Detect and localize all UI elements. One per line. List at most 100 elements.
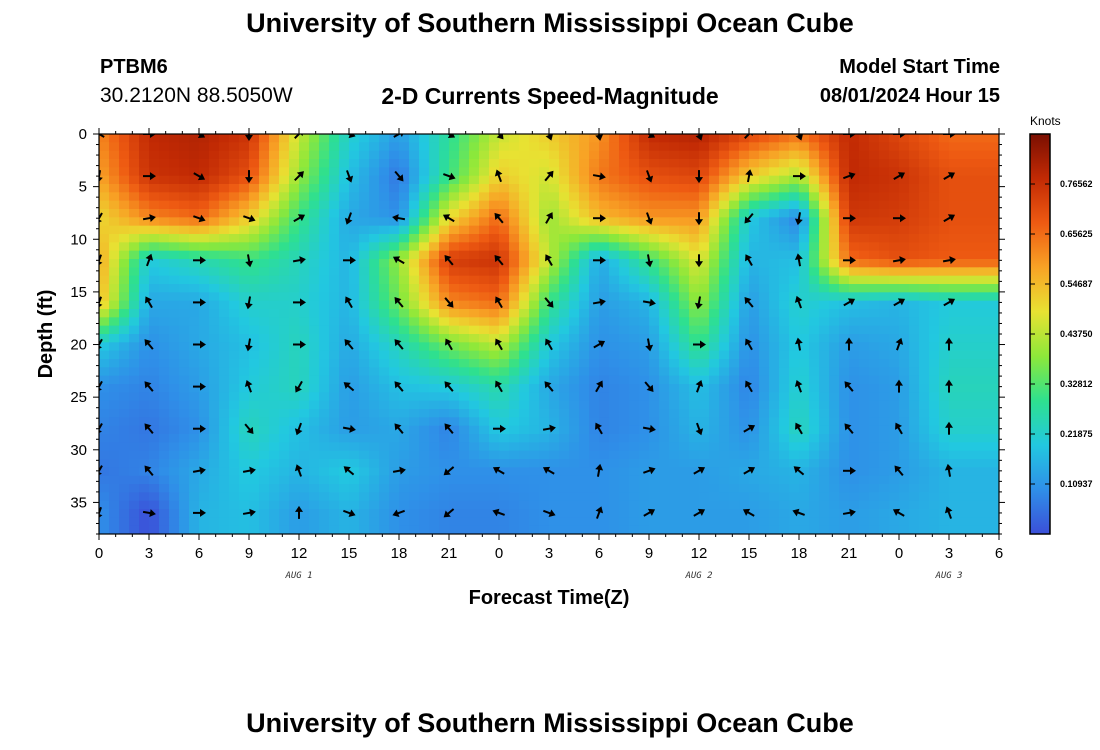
heatmap-cell <box>359 450 370 460</box>
heatmap-cell <box>139 325 150 335</box>
heatmap-cell <box>729 184 740 193</box>
heatmap-cell <box>459 259 470 268</box>
heatmap-cell <box>679 192 690 202</box>
heatmap-cell <box>579 350 590 360</box>
heatmap-cell <box>519 525 530 534</box>
heatmap-cell <box>659 284 670 293</box>
heatmap-cell <box>639 484 650 493</box>
heatmap-cell <box>269 342 280 352</box>
heatmap-cell <box>569 209 580 218</box>
heatmap-cell <box>399 267 410 277</box>
heatmap-cell <box>389 417 400 427</box>
heatmap-cell <box>509 192 520 202</box>
heatmap-cell <box>219 167 230 177</box>
heatmap-cell <box>949 409 960 418</box>
heatmap-cell <box>149 317 160 327</box>
heatmap-cell <box>889 317 900 327</box>
heatmap-cell <box>599 275 610 285</box>
heatmap-cell <box>109 467 120 477</box>
heatmap-cell <box>349 134 360 143</box>
heatmap-cell <box>769 509 780 518</box>
heatmap-cell <box>399 350 410 360</box>
heatmap-cell <box>689 209 700 218</box>
heatmap-cell <box>269 225 280 235</box>
heatmap-cell <box>369 517 380 527</box>
heatmap-cell <box>359 325 370 335</box>
heatmap-cell <box>299 409 310 418</box>
heatmap-cell <box>439 167 450 177</box>
current-vector-arrow <box>193 508 206 517</box>
heatmap-cell <box>649 467 660 477</box>
current-vector-arrow <box>245 254 254 268</box>
heatmap-cell <box>779 375 790 385</box>
heatmap-cell <box>499 134 510 143</box>
heatmap-cell <box>329 442 340 452</box>
heatmap-cell <box>549 425 560 435</box>
heatmap-cell <box>659 150 670 160</box>
heatmap-cell <box>679 284 690 293</box>
heatmap-cell <box>159 334 170 343</box>
heatmap-cell <box>479 384 490 393</box>
heatmap-cell <box>229 142 240 152</box>
heatmap-cell <box>919 184 930 193</box>
heatmap-cell <box>829 134 840 143</box>
heatmap-cell <box>679 292 690 302</box>
heatmap-cell <box>499 234 510 243</box>
heatmap-cell <box>459 209 470 218</box>
heatmap-cell <box>549 434 560 443</box>
heatmap-cell <box>109 409 120 418</box>
heatmap-cell <box>419 375 430 385</box>
heatmap-cell <box>869 417 880 427</box>
heatmap-cell <box>859 209 870 218</box>
heatmap-cell <box>769 284 780 293</box>
heatmap-cell <box>349 234 360 243</box>
heatmap-cell <box>829 509 840 518</box>
heatmap-cell <box>909 292 920 302</box>
current-vector-arrow <box>99 134 105 138</box>
heatmap-cell <box>259 384 270 393</box>
heatmap-cell <box>639 384 650 393</box>
heatmap-cell <box>429 425 440 435</box>
heatmap-cell <box>979 517 990 527</box>
heatmap-cell <box>869 134 880 143</box>
heatmap-cell <box>739 375 750 385</box>
heatmap-cell <box>949 275 960 285</box>
heatmap-cell <box>639 184 650 193</box>
heatmap-cell <box>479 417 490 427</box>
heatmap-cell <box>859 434 870 443</box>
heatmap-cell <box>609 267 620 277</box>
heatmap-cell <box>219 467 230 477</box>
heatmap-cell <box>319 142 330 152</box>
heatmap-cell <box>659 275 670 285</box>
heatmap-cell <box>789 159 800 168</box>
heatmap-cell <box>559 175 570 185</box>
heatmap-cell <box>269 384 280 393</box>
heatmap-cell <box>439 292 450 302</box>
heatmap-cell <box>409 475 420 485</box>
heatmap-cell <box>359 517 370 527</box>
current-vector-arrow <box>495 380 503 393</box>
heatmap-cell <box>509 509 520 518</box>
heatmap-cell <box>369 525 380 534</box>
heatmap-cell <box>939 434 950 443</box>
heatmap-cell <box>589 359 600 368</box>
heatmap-cell <box>569 450 580 460</box>
heatmap-cell <box>789 325 800 335</box>
heatmap-cell <box>519 150 530 160</box>
heatmap-cell <box>799 150 810 160</box>
heatmap-cell <box>279 434 290 443</box>
heatmap-cell <box>169 334 180 343</box>
heatmap-cell <box>399 509 410 518</box>
heatmap-cell <box>259 359 270 368</box>
heatmap-cell <box>549 375 560 385</box>
heatmap-cell <box>259 459 270 468</box>
heatmap-cell <box>879 150 890 160</box>
heatmap-cell <box>639 317 650 327</box>
heatmap-cell <box>459 192 470 202</box>
heatmap-cell <box>779 134 790 143</box>
heatmap-cell <box>329 325 340 335</box>
heatmap-cell <box>279 134 290 143</box>
current-vector-arrow <box>494 169 503 183</box>
heatmap-cell <box>889 159 900 168</box>
heatmap-cell <box>309 225 320 235</box>
